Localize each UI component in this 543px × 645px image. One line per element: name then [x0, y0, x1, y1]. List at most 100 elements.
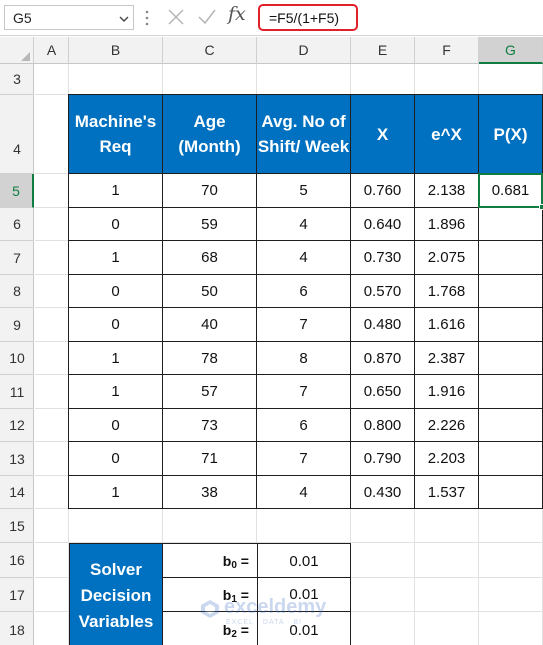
table-cell[interactable]: 0.730 [351, 241, 415, 275]
table-cell[interactable]: 2.226 [415, 409, 479, 442]
column-header-d[interactable]: D [257, 37, 351, 64]
table-cell[interactable]: 1 [69, 174, 163, 208]
cancel-icon[interactable] [167, 8, 185, 26]
row-header-4[interactable]: 4 [0, 95, 34, 174]
select-all-button[interactable] [0, 37, 34, 64]
table-cell[interactable] [479, 476, 543, 509]
table-cell[interactable]: 4 [257, 241, 351, 275]
table-cell[interactable] [479, 442, 543, 476]
table-cell[interactable]: 68 [163, 241, 257, 275]
table-cell[interactable]: 73 [163, 409, 257, 442]
table-cell[interactable]: 7 [257, 308, 351, 342]
worksheet-grid[interactable]: Machine's Req Age (Month) Avg. No of Shift… [35, 64, 543, 645]
chevron-down-icon[interactable] [119, 15, 129, 23]
table-header-cell: Age (Month) [163, 95, 257, 174]
table-cell[interactable]: 0.650 [351, 375, 415, 409]
table-cell[interactable] [479, 375, 543, 409]
table-cell[interactable]: 50 [163, 275, 257, 308]
table-cell[interactable]: 1.537 [415, 476, 479, 509]
table-cell[interactable]: 0 [69, 409, 163, 442]
table-cell[interactable]: 7 [257, 375, 351, 409]
solver-param-value[interactable]: 0.01 [257, 612, 351, 645]
table-cell[interactable]: 0.480 [351, 308, 415, 342]
row-header-6[interactable]: 6 [0, 208, 34, 241]
table-cell[interactable]: 1.896 [415, 208, 479, 241]
table-cell[interactable]: 6 [257, 409, 351, 442]
row-header-16[interactable]: 16 [0, 543, 34, 578]
table-cell[interactable]: 4 [257, 476, 351, 509]
table-cell[interactable]: 4 [257, 208, 351, 241]
column-header-e[interactable]: E [351, 37, 415, 64]
table-cell[interactable]: 57 [163, 375, 257, 409]
table-cell[interactable]: 38 [163, 476, 257, 509]
formula-input[interactable]: =F5/(1+F5) [258, 4, 358, 31]
table-cell[interactable]: 5 [257, 174, 351, 208]
table-cell[interactable]: 0.800 [351, 409, 415, 442]
table-cell[interactable]: 70 [163, 174, 257, 208]
row-header-9[interactable]: 9 [0, 308, 34, 342]
row-header-8[interactable]: 8 [0, 275, 34, 308]
table-cell[interactable]: 1 [69, 241, 163, 275]
table-cell[interactable]: 1.616 [415, 308, 479, 342]
name-box[interactable]: G5 [4, 5, 134, 30]
table-cell[interactable]: 2.138 [415, 174, 479, 208]
table-cell[interactable]: 0.430 [351, 476, 415, 509]
table-cell[interactable]: 2.203 [415, 442, 479, 476]
table-cell[interactable] [479, 342, 543, 375]
table-cell[interactable]: 0 [69, 208, 163, 241]
column-header-f[interactable]: F [415, 37, 479, 64]
row-header-11[interactable]: 11 [0, 375, 34, 409]
row-header-17[interactable]: 17 [0, 578, 34, 612]
table-cell[interactable]: 78 [163, 342, 257, 375]
row-header-15[interactable]: 15 [0, 509, 34, 543]
column-header-c[interactable]: C [163, 37, 257, 64]
table-cell[interactable]: 1 [69, 375, 163, 409]
table-cell[interactable]: 2.075 [415, 241, 479, 275]
table-cell[interactable]: 0 [69, 275, 163, 308]
table-cell[interactable]: 0.790 [351, 442, 415, 476]
row-header-3[interactable]: 3 [0, 64, 34, 95]
row-header-14[interactable]: 14 [0, 476, 34, 509]
table-cell[interactable]: 0.570 [351, 275, 415, 308]
column-header-g[interactable]: G [479, 37, 543, 64]
row-header-7[interactable]: 7 [0, 241, 34, 275]
table-cell[interactable]: 71 [163, 442, 257, 476]
table-cell[interactable]: 6 [257, 275, 351, 308]
solver-param-name: b [222, 587, 232, 603]
row-header-5[interactable]: 5 [0, 174, 34, 208]
table-cell[interactable]: 8 [257, 342, 351, 375]
solver-param-label: b0 = [163, 543, 257, 578]
solver-param-value[interactable]: 0.01 [257, 578, 351, 612]
row-header-12[interactable]: 12 [0, 409, 34, 442]
table-cell[interactable]: 0.640 [351, 208, 415, 241]
table-cell[interactable]: 59 [163, 208, 257, 241]
table-cell[interactable] [479, 275, 543, 308]
insert-function-icon[interactable]: fx [228, 3, 246, 25]
table-cell[interactable]: 1.916 [415, 375, 479, 409]
table-cell[interactable]: 0.870 [351, 342, 415, 375]
solver-param-value[interactable]: 0.01 [257, 543, 351, 578]
table-cell[interactable]: 1 [69, 476, 163, 509]
row-header-13[interactable]: 13 [0, 442, 34, 476]
table-cell[interactable]: 7 [257, 442, 351, 476]
check-icon[interactable] [197, 8, 217, 26]
row-header-18[interactable]: 18 [0, 612, 34, 645]
table-cell[interactable]: 1.768 [415, 275, 479, 308]
row-header-10[interactable]: 10 [0, 342, 34, 375]
table-cell[interactable]: 1 [69, 342, 163, 375]
table-cell[interactable] [479, 241, 543, 275]
table-cell[interactable]: 0 [69, 308, 163, 342]
table-cell[interactable]: 0 [69, 442, 163, 476]
table-cell[interactable]: 0.760 [351, 174, 415, 208]
table-cell[interactable]: 0.681 [479, 174, 543, 208]
formula-bar: G5 fx =F5/(1+F5) [0, 0, 543, 36]
table-cell[interactable]: 40 [163, 308, 257, 342]
table-cell[interactable]: 2.387 [415, 342, 479, 375]
fill-handle[interactable] [539, 204, 543, 210]
column-header-b[interactable]: B [69, 37, 163, 64]
table-cell[interactable] [479, 208, 543, 241]
table-cell[interactable] [479, 409, 543, 442]
drag-handle-icon[interactable] [145, 9, 149, 27]
table-cell[interactable] [479, 308, 543, 342]
column-header-a[interactable]: A [35, 37, 69, 64]
